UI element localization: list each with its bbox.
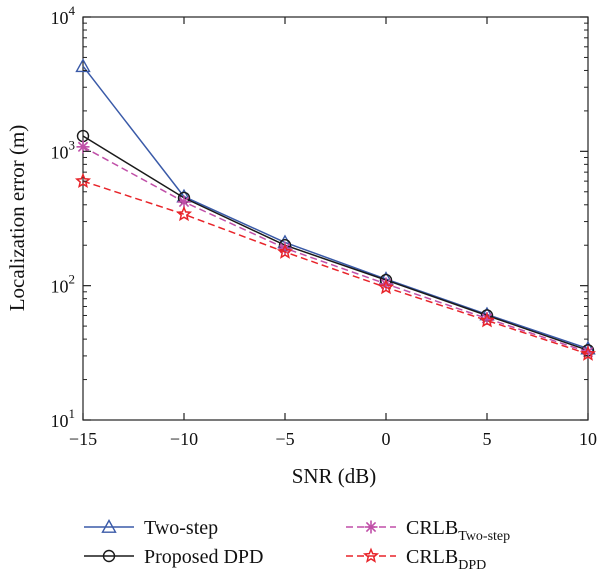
y-tick-label: 101	[51, 406, 76, 431]
legend-item-crlb-two-step: CRLBTwo-step	[346, 517, 510, 544]
star-marker	[74, 172, 92, 188]
triangle-marker	[75, 58, 91, 73]
series-line	[82, 135, 589, 352]
plot-area	[82, 16, 589, 421]
legend-label: CRLBDPD	[406, 546, 486, 573]
asterisk-stroke	[365, 521, 377, 533]
y-axis-label: Localization error (m)	[5, 125, 29, 312]
axes: −15 −10 −5 0 5 10 101 102 103 104	[51, 3, 598, 449]
asterisk-stroke	[380, 278, 392, 290]
legend-item-proposed-dpd: Proposed DPD	[84, 546, 263, 568]
star-marker	[362, 547, 380, 563]
x-tick-label: 10	[579, 429, 597, 449]
asterisk-stroke	[77, 141, 89, 153]
x-tick-label: −15	[69, 429, 97, 449]
series-line	[82, 146, 589, 353]
asterisk-marker	[364, 520, 378, 534]
x-tick-label: 0	[382, 429, 391, 449]
x-tick-label: 5	[483, 429, 492, 449]
series-proposed-dpd	[76, 129, 595, 357]
x-tick-label: −10	[170, 429, 198, 449]
legend-item-crlb-dpd: CRLBDPD	[346, 546, 486, 573]
legend-item-two-step: Two-step	[84, 517, 218, 539]
star-marker	[175, 205, 193, 222]
star-marker	[478, 312, 496, 328]
y-tick-label: 103	[51, 137, 76, 162]
legend-label: Two-step	[144, 517, 218, 539]
star-marker	[276, 243, 294, 259]
series-layer	[74, 58, 597, 361]
y-tick-label: 104	[51, 3, 76, 28]
asterisk-stroke	[178, 196, 190, 208]
star-marker	[579, 345, 597, 361]
plot-border	[82, 16, 589, 421]
series-line	[82, 180, 589, 355]
series-two-step	[75, 58, 596, 355]
y-tick-label: 102	[51, 272, 76, 297]
star-marker	[377, 278, 395, 295]
series-line	[82, 65, 589, 350]
legend-label: Proposed DPD	[144, 546, 263, 568]
circle-marker	[102, 549, 116, 563]
x-axis-label: SNR (dB)	[292, 464, 377, 488]
x-tick-label: −5	[275, 429, 294, 449]
legend-label: CRLBTwo-step	[406, 517, 510, 544]
series-crlb-dpd	[74, 172, 597, 361]
triangle-marker	[101, 519, 117, 533]
